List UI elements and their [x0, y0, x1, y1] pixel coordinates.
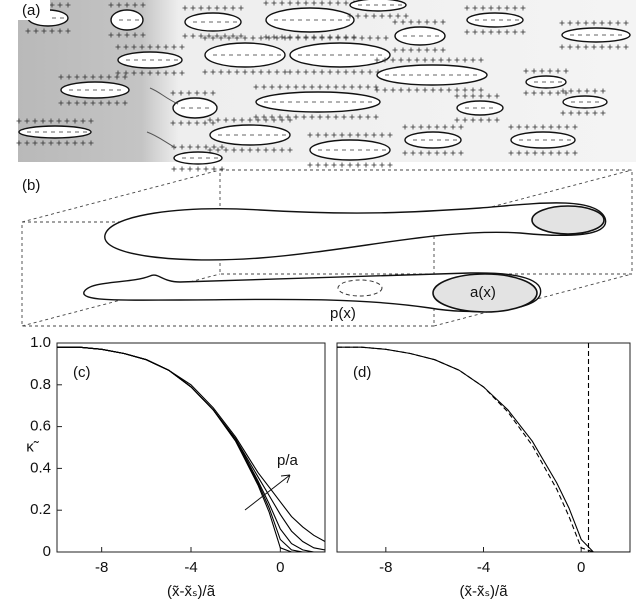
perimeter-label: p(x) — [330, 305, 356, 322]
particle — [563, 96, 607, 108]
particle — [173, 98, 217, 118]
x-tick-label: -8 — [95, 559, 108, 576]
particle-outline — [105, 203, 606, 260]
y-tick-label: 1.0 — [30, 334, 51, 351]
panel-label: (b) — [22, 177, 40, 194]
y-tick-label: 0.6 — [30, 418, 51, 435]
x-tick-label: -8 — [379, 559, 392, 576]
panel-b: (b) a(x) p(x) — [22, 170, 632, 326]
x-tick-label: 0 — [276, 559, 284, 576]
y-axis-label: κ̃ — [26, 438, 40, 455]
x-tick-label: -4 — [477, 559, 490, 576]
y-tick-label: 0 — [43, 543, 51, 560]
plot-frame — [337, 343, 630, 552]
y-tick-label: 0.8 — [30, 376, 51, 393]
panel-label: (d) — [353, 364, 371, 381]
figure: (a) (b) a(x) p(x) -8 -4 0 0 0.2 0.4 0.6 0.8 1.0 (… — [0, 0, 636, 604]
curve — [57, 347, 325, 550]
cross-section — [532, 206, 604, 234]
y-tick-label: 0.4 — [30, 459, 51, 476]
x-axis-label: (x̃-x̃ₛ)/ã — [167, 583, 216, 600]
panel-a: (a) — [17, 0, 636, 172]
x-tick-label: -4 — [184, 559, 197, 576]
x-axis-label: (x̃-x̃ₛ)/ã — [459, 583, 508, 600]
x-tick-label: 0 — [577, 559, 585, 576]
annotation: p/a — [277, 452, 299, 469]
panel-label: (c) — [73, 364, 91, 381]
panel-label: (a) — [22, 2, 40, 19]
curve — [57, 347, 325, 541]
particle — [350, 0, 406, 11]
curve — [337, 347, 630, 552]
y-tick-label: 0.2 — [30, 501, 51, 518]
particle — [457, 101, 503, 115]
curve — [337, 347, 630, 552]
area-label: a(x) — [470, 284, 496, 301]
